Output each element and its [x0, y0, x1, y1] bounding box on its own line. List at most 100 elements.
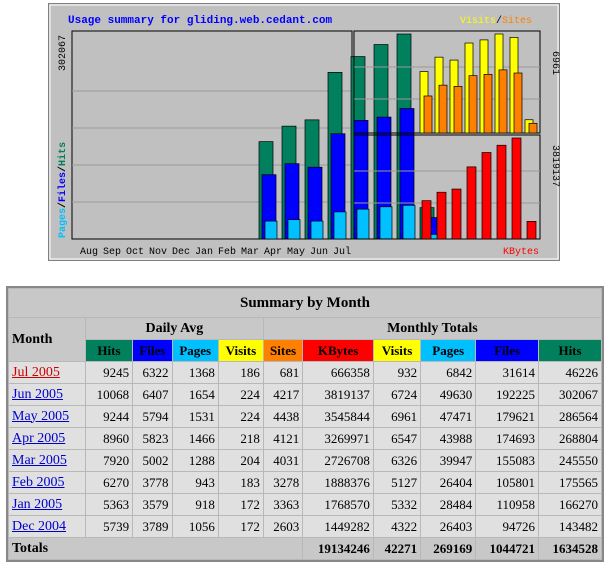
totals-value: 1044721 — [476, 538, 539, 559]
table-row: Mar 2005 7920 5002 1288 204 4031 2726708 6326 39… — [9, 450, 601, 471]
value-cell: 49630 — [421, 384, 476, 405]
value-cell: 6547 — [373, 428, 421, 449]
value-cell: 39947 — [421, 450, 476, 471]
value-cell: 943 — [172, 472, 218, 493]
monthly-totals-header: Monthly Totals — [263, 318, 601, 339]
value-cell: 6322 — [133, 362, 172, 383]
value-cell: 1531 — [172, 406, 218, 427]
value-cell: 172 — [218, 494, 263, 515]
month-tick-label: Nov — [149, 247, 167, 258]
value-cell: 6842 — [421, 362, 476, 383]
value-cell: 175565 — [539, 472, 601, 493]
table-row: Jun 2005 10068 6407 1654 224 4217 3819137 6724 4… — [9, 384, 601, 405]
month-cell: Mar 2005 — [9, 450, 85, 471]
value-cell: 3819137 — [303, 384, 373, 405]
value-cell: 666358 — [303, 362, 373, 383]
value-cell: 918 — [172, 494, 218, 515]
sites-bar — [528, 122, 538, 134]
chart-title: Usage summary for gliding.web.cedant.com — [68, 15, 332, 27]
value-cell: 174693 — [476, 428, 539, 449]
value-cell: 110958 — [476, 494, 539, 515]
value-cell: 245550 — [539, 450, 601, 471]
month-link[interactable]: Dec 2004 — [12, 518, 67, 534]
monthly-files-header: Files — [476, 340, 539, 361]
month-cell: Dec 2004 — [9, 516, 85, 537]
month-cell: Jul 2005 — [9, 362, 85, 383]
monthly-visits-header: Visits — [373, 340, 421, 361]
daily-files-header: Files — [133, 340, 172, 361]
value-cell: 2726708 — [303, 450, 373, 471]
value-cell: 6961 — [373, 406, 421, 427]
kbytes-bar — [451, 188, 462, 240]
left-panel: Aug Sep Oct Nov Dec Jan Feb Mar Apr May Jun Jul Page… — [57, 30, 439, 258]
table-row: Jul 2005 9245 6322 1368 186 681 666358 932 6842 3… — [9, 362, 601, 383]
value-cell: 681 — [263, 362, 303, 383]
pages-bar — [333, 211, 347, 240]
sites-bar — [468, 75, 478, 134]
totals-label: Totals — [9, 538, 303, 559]
kbytes-bar — [466, 166, 477, 240]
month-link[interactable]: Jan 2005 — [12, 496, 63, 512]
kbytes-bar — [436, 191, 447, 240]
value-cell: 9245 — [85, 362, 133, 383]
month-link[interactable]: Jul 2005 — [12, 364, 60, 380]
value-cell: 224 — [218, 406, 263, 427]
visits-sites-panel: Visits/Sites 6961 — [353, 15, 560, 134]
kbytes-bar — [421, 200, 432, 240]
value-cell: 192225 — [476, 384, 539, 405]
legend-part: Visits — [460, 15, 496, 27]
pages-bar — [356, 208, 370, 240]
kbytes-label: KBytes — [503, 247, 539, 258]
totals-value: 269169 — [421, 538, 476, 559]
month-header: Month — [9, 318, 85, 361]
kbytes-plot-frame — [353, 134, 541, 240]
value-cell: 5363 — [85, 494, 133, 515]
value-cell: 7920 — [85, 450, 133, 471]
value-cell: 105801 — [476, 472, 539, 493]
value-cell: 5739 — [85, 516, 133, 537]
month-link[interactable]: Mar 2005 — [12, 452, 67, 468]
value-cell: 932 — [373, 362, 421, 383]
value-cell: 6407 — [133, 384, 172, 405]
month-link[interactable]: Apr 2005 — [12, 430, 66, 446]
month-tick-label: Jun — [310, 247, 328, 258]
daily-hits-header: Hits — [85, 340, 133, 361]
month-cell: Jun 2005 — [9, 384, 85, 405]
summary-by-month-table: Summary by Month Month Daily Avg Monthly… — [6, 286, 604, 562]
value-cell: 3269971 — [303, 428, 373, 449]
value-cell: 1654 — [172, 384, 218, 405]
daily-avg-header: Daily Avg — [85, 318, 263, 339]
left-y-label-part: / — [57, 166, 69, 172]
value-cell: 143482 — [539, 516, 601, 537]
value-cell: 43988 — [421, 428, 476, 449]
pages-bar — [264, 220, 278, 240]
value-cell: 179621 — [476, 406, 539, 427]
month-link[interactable]: May 2005 — [12, 408, 70, 424]
value-cell: 3789 — [133, 516, 172, 537]
value-cell: 26403 — [421, 516, 476, 537]
month-link[interactable]: Jun 2005 — [12, 386, 63, 402]
value-cell: 1449282 — [303, 516, 373, 537]
month-cell: Jan 2005 — [9, 494, 85, 515]
sites-bar — [513, 72, 523, 134]
month-link[interactable]: Feb 2005 — [12, 474, 65, 490]
month-tick-label: Jul — [333, 246, 351, 258]
month-tick-label: Jan — [195, 247, 213, 258]
table-title: Summary by Month — [9, 289, 601, 317]
value-cell: 5002 — [133, 450, 172, 471]
table-row: May 2005 9244 5794 1531 224 4438 3545844 6961 47… — [9, 406, 601, 427]
value-cell: 6326 — [373, 450, 421, 471]
left-max-label: 302067 — [58, 35, 69, 71]
kbytes-bar — [481, 152, 492, 240]
value-cell: 47471 — [421, 406, 476, 427]
value-cell: 224 — [218, 384, 263, 405]
value-cell: 4121 — [263, 428, 303, 449]
value-cell: 46226 — [539, 362, 601, 383]
kbytes-panel: KBytes 3819137 — [353, 134, 560, 258]
value-cell: 4438 — [263, 406, 303, 427]
month-tick-label: Sep — [103, 247, 121, 258]
value-cell: 286564 — [539, 406, 601, 427]
value-cell: 172 — [218, 516, 263, 537]
value-cell: 31614 — [476, 362, 539, 383]
value-cell: 4031 — [263, 450, 303, 471]
